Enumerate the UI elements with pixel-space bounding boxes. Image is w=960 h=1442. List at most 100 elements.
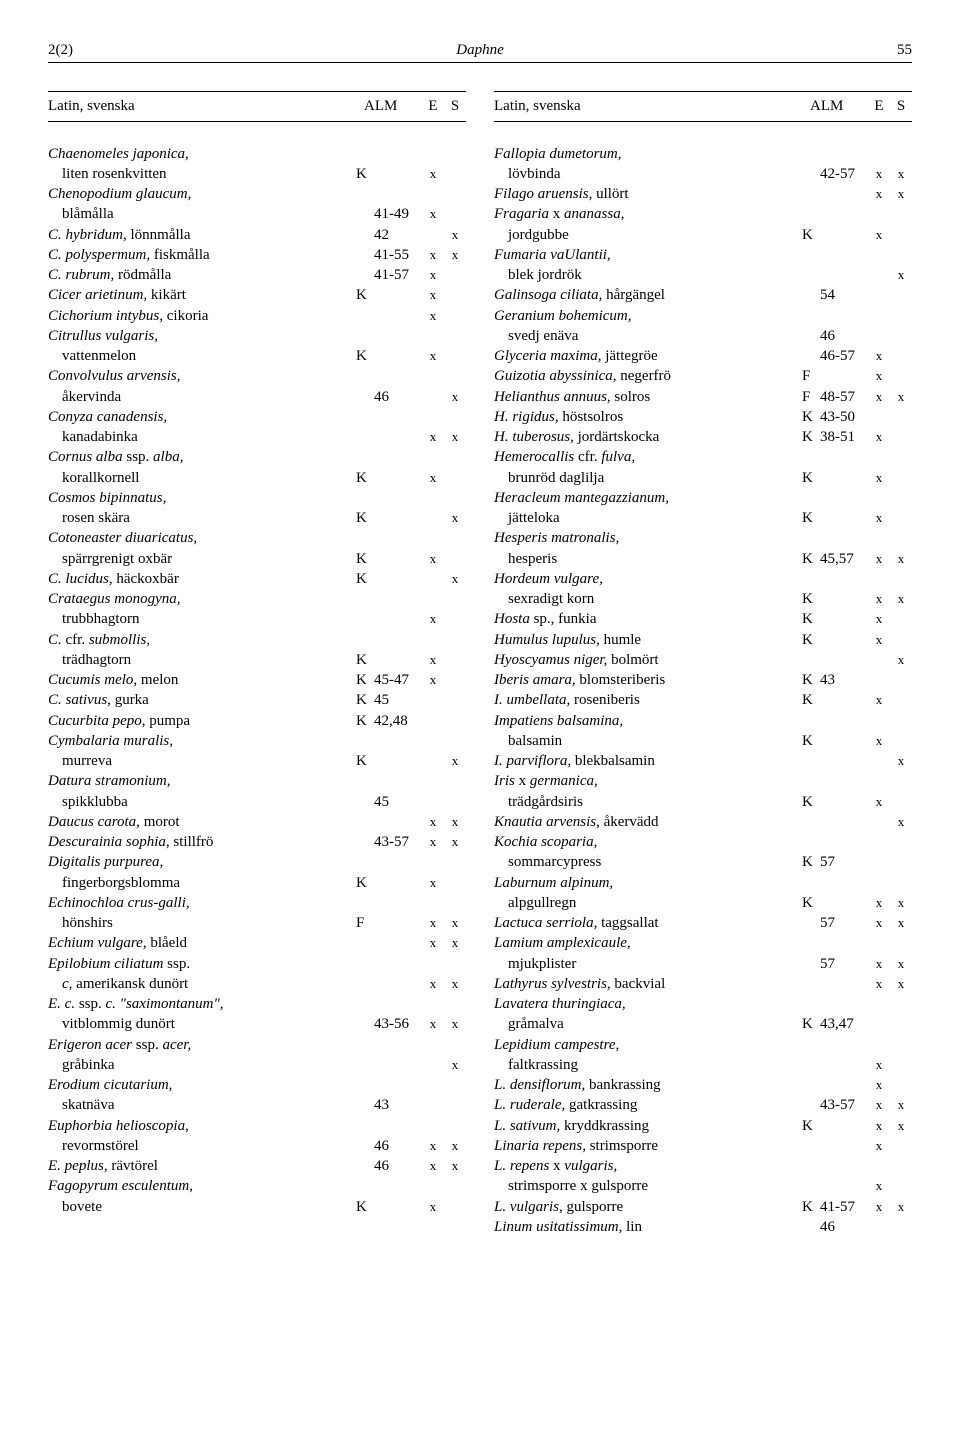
species-name: Convolvulus arvensis, (48, 366, 356, 386)
col-e: x (868, 610, 890, 628)
table-row: strimsporre x gulsporrex (494, 1176, 912, 1196)
table-row: E. peplus, rävtörel46xx (48, 1156, 466, 1176)
col-s: x (444, 833, 466, 851)
col-header-e: E (868, 96, 890, 116)
table-row: Helianthus annuus, solrosF48-57xx (494, 387, 912, 407)
alm-letter: K (802, 670, 820, 690)
header-center: Daphne (108, 40, 852, 60)
table-row: lövbinda42-57xx (494, 164, 912, 184)
table-row: C. polyspermum, fiskmålla41-55xx (48, 245, 466, 265)
alm-years: 46 (820, 1217, 868, 1237)
alm-letter: K (802, 609, 820, 629)
species-name: Kochia scoparia, (494, 832, 802, 852)
species-name: Heracleum mantegazzianum, (494, 488, 802, 508)
alm-letter: K (802, 1014, 820, 1034)
col-e: x (422, 1015, 444, 1033)
col-e: x (868, 347, 890, 365)
alm-years: 41-55 (374, 245, 422, 265)
species-name: strimsporre x gulsporre (494, 1176, 802, 1196)
species-name: sexradigt korn (494, 589, 802, 609)
left-rows: Chaenomeles japonica,liten rosenkvittenK… (48, 144, 466, 1217)
alm-years: 46 (374, 1136, 422, 1156)
table-row: H. rigidus, höstsolrosK43-50 (494, 407, 912, 427)
col-e: x (868, 955, 890, 973)
col-s: x (890, 955, 912, 973)
table-row: Iberis amara, blomsteriberisK43 (494, 670, 912, 690)
table-row: Echinochloa crus-galli, (48, 893, 466, 913)
col-e: x (422, 975, 444, 993)
species-name: Hordeum vulgare, (494, 569, 802, 589)
alm-years: 43,47 (820, 1014, 868, 1034)
species-name: C. lucidus, häckoxbär (48, 569, 356, 589)
col-s: x (444, 752, 466, 770)
col-s: x (890, 550, 912, 568)
table-row: Hordeum vulgare, (494, 569, 912, 589)
alm-letter: K (356, 670, 374, 690)
right-rows: Fallopia dumetorum,lövbinda42-57xxFilago… (494, 144, 912, 1238)
table-row: Chaenomeles japonica, (48, 144, 466, 164)
table-row: Galinsoga ciliata, hårgängel54 (494, 285, 912, 305)
table-row: Humulus lupulus, humleKx (494, 630, 912, 650)
species-name: svedj enäva (494, 326, 802, 346)
species-name: Cosmos bipinnatus, (48, 488, 356, 508)
species-name: Guizotia abyssinica, negerfrö (494, 366, 802, 386)
col-e: x (868, 732, 890, 750)
species-name: sommarcypress (494, 852, 802, 872)
columns-wrap: Latin, svenska ALM E S Chaenomeles japon… (48, 91, 912, 1237)
table-row: faltkrassingx (494, 1055, 912, 1075)
alm-letter: K (802, 893, 820, 913)
table-row: sommarcypressK57 (494, 852, 912, 872)
alm-years: 42,48 (374, 711, 422, 731)
species-name: Filago aruensis, ullört (494, 184, 802, 204)
species-name: rosen skära (48, 508, 356, 528)
col-e: x (868, 1096, 890, 1114)
col-header-s: S (890, 96, 912, 116)
table-row: kanadabinkaxx (48, 427, 466, 447)
table-row: balsaminKx (494, 731, 912, 751)
species-name: Impatiens balsamina, (494, 711, 802, 731)
table-row: vitblommig dunört43-56xx (48, 1014, 466, 1034)
col-e: x (422, 428, 444, 446)
table-row: C. hybridum, lönnmålla42x (48, 225, 466, 245)
species-name: H. rigidus, höstsolros (494, 407, 802, 427)
alm-years: 42-57 (820, 164, 868, 184)
left-col-header: Latin, svenska ALM E S (48, 91, 466, 121)
table-row: Cucumis melo, melonK45-47x (48, 670, 466, 690)
table-row: gråmalvaK43,47 (494, 1014, 912, 1034)
col-s: x (444, 975, 466, 993)
table-row: mjukplister57xx (494, 954, 912, 974)
species-name: Descurainia sophia, stillfrö (48, 832, 356, 852)
table-row: Filago aruensis, ullörtxx (494, 184, 912, 204)
species-name: Helianthus annuus, solros (494, 387, 802, 407)
species-name: E. c. ssp. c. "saximontanum", (48, 994, 356, 1014)
table-row: trädhagtornKx (48, 650, 466, 670)
col-e: x (422, 347, 444, 365)
species-name: kanadabinka (48, 427, 356, 447)
species-name: Iberis amara, blomsteriberis (494, 670, 802, 690)
species-name: brunröd daglilja (494, 468, 802, 488)
col-e: x (422, 550, 444, 568)
alm-years: 45,57 (820, 549, 868, 569)
col-e: x (422, 671, 444, 689)
species-name: Lepidium campestre, (494, 1035, 802, 1055)
col-s: x (890, 894, 912, 912)
species-name: C. rubrum, rödmålla (48, 265, 356, 285)
col-e: x (868, 185, 890, 203)
table-row: hönshirsFxx (48, 913, 466, 933)
col-e: x (868, 1117, 890, 1135)
species-name: spärrgrenigt oxbär (48, 549, 356, 569)
col-s: x (890, 1096, 912, 1114)
table-row: spikklubba45 (48, 792, 466, 812)
table-row: Fallopia dumetorum, (494, 144, 912, 164)
alm-letter: K (802, 549, 820, 569)
alm-years: 43-56 (374, 1014, 422, 1034)
col-e: x (422, 286, 444, 304)
col-e: x (422, 813, 444, 831)
species-name: Echium vulgare, blåeld (48, 933, 356, 953)
col-s: x (890, 1198, 912, 1216)
alm-letter: K (356, 751, 374, 771)
species-name: Fragaria x ananassa, (494, 204, 802, 224)
species-name: fingerborgsblomma (48, 873, 356, 893)
col-header-alm: ALM (364, 96, 422, 116)
species-name: balsamin (494, 731, 802, 751)
